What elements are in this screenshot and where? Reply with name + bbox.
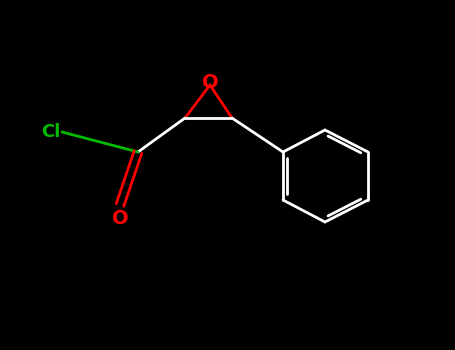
Text: Cl: Cl bbox=[40, 123, 60, 141]
Text: O: O bbox=[202, 74, 218, 92]
Text: O: O bbox=[111, 209, 128, 228]
